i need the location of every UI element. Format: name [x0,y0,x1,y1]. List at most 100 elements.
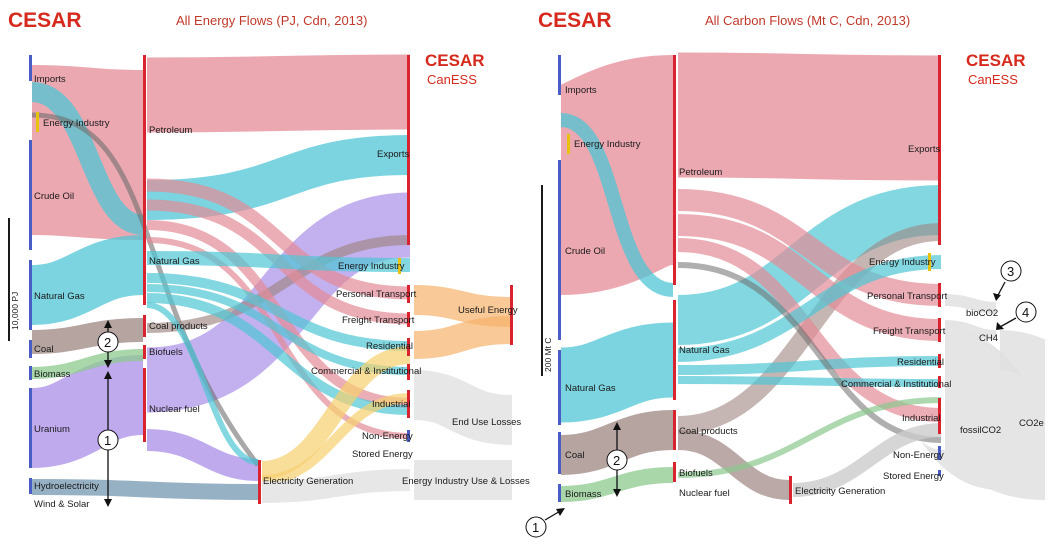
label-r-exports: Exports [908,144,940,155]
flow-r-elec-gases [792,423,942,497]
node-r-natgas-carrier-bar [673,300,676,400]
right-flows [555,52,1050,502]
node-r-elecgen-bar [789,476,792,504]
label-r-crude-oil: Crude Oil [565,246,605,257]
node-r-biofuels-bar [673,462,676,482]
node-elecgen-bar [258,460,261,504]
node-nuclear-bar [143,368,146,442]
flow-r-gas-commercial [677,376,942,387]
left-energy-sankey: CESAR All Energy Flows (PJ, Cdn, 2013) C… [8,9,530,510]
node-r-petroleum-bar [673,55,676,285]
label-crude-oil: Crude Oil [34,191,74,202]
label-coal-products: Coal products [149,321,208,332]
label-r-petroleum: Petroleum [679,167,722,178]
right-nodes [558,55,941,504]
flow-r-oil-petroleum [555,55,678,295]
label-natural-gas-src: Natural Gas [34,291,85,302]
node-r-imports-bar [558,55,561,95]
flow-r-grey-line [677,262,942,443]
label-r-coal: Coal [565,450,585,461]
right-scale-label: 200 Mt C [543,338,553,373]
flow-elec-losses [261,469,411,503]
left-diagram-title: All Energy Flows (PJ, Cdn, 2013) [176,13,367,28]
left-nodes [29,55,513,504]
label-biofuels: Biofuels [149,347,183,358]
node-r-commercial-bar [938,376,941,388]
node-nonenergy-bar [407,430,410,442]
node-r-coalproducts-bar [673,410,676,450]
label-r-non-energy: Non-Energy [893,450,944,461]
node-r-biomass-bar [558,484,561,502]
flow-r-gases-co2e [982,330,1050,500]
node-natgas-carrier-bar [143,235,146,305]
flow-gas-elec [146,302,259,465]
right-annotation-marker-3: 3 [993,260,1022,301]
flow-coal-coalproducts [31,318,144,354]
node-r-nonenergy-bar [938,446,941,460]
node-r-stored-bar [938,470,941,476]
label-petroleum: Petroleum [149,125,192,136]
node-hydro-bar [29,478,32,494]
node-biomass-bar [29,366,32,380]
flow-uranium-nuclear [29,355,145,468]
node-useful-bar [510,285,513,345]
label-ch4: CH4 [979,333,998,344]
label-r-energy-industry-src: Energy Industry [574,139,641,150]
flow-r-imports-gas [560,113,674,297]
flow-gas-industrial [146,293,411,415]
flow-gas-natgas [30,235,145,325]
left-marker-2-text: 2 [104,335,111,350]
right-cesar-logo: CESAR [966,51,1026,70]
flow-sectors-useful [413,285,513,327]
right-marker-1-text: 1 [532,520,539,535]
flow-petroleum-personal [146,178,411,300]
label-exports: Exports [377,149,409,160]
flow-r-coal-elec [677,430,790,500]
flow-r-coal-coalproducts [560,410,674,475]
label-r-nuclear-fuel: Nuclear fuel [679,488,730,499]
node-petroleum-bar [143,55,146,245]
label-co2e: CO2e [1019,418,1044,429]
right-scale-bar: 200 Mt C [541,185,553,376]
label-r-residential: Residential [897,357,944,368]
right-brand-logo: CESAR [538,9,612,32]
flow-gas-exports [146,135,411,220]
label-r-biomass: Biomass [565,489,602,500]
right-annotation-marker-4: 4 [996,301,1037,330]
node-r-crude-oil-bar [558,160,561,340]
flow-r-biofuels-transport [677,397,942,478]
flow-r-gas-natgas [559,322,675,423]
left-labels: Imports Energy Industry Crude Oil Natura… [34,74,530,510]
label-uranium: Uranium [34,424,70,435]
left-caness-logo: CanESS [427,72,477,87]
node-energyindustry-sink-bar [398,258,401,274]
label-energy-industry-src: Energy Industry [43,118,110,129]
flow-elec-sectors [261,346,411,479]
label-hydroelectricity: Hydroelectricity [34,481,99,492]
left-brand-logo: CESAR [8,9,82,32]
label-energy-industry-use-losses: Energy Industry Use & Losses [402,476,530,487]
node-biofuels-bar [143,345,146,359]
node-r-energy-industry-src-bar [567,134,570,154]
right-labels: Imports Energy Industry Crude Oil Natura… [565,85,1044,500]
label-commercial-institutional: Commercial & Institutional [311,366,421,377]
label-r-electricity-generation: Electricity Generation [795,486,885,497]
left-cesar-logo: CESAR [425,51,485,70]
label-r-industrial: Industrial [902,413,941,424]
left-flows [29,54,513,503]
flow-gas-energyindustry [146,251,411,272]
label-r-imports: Imports [565,85,597,96]
node-crude-oil-bar [29,140,32,250]
node-r-coal-bar [558,432,561,474]
flow-r-petroleum-freight [677,214,942,341]
label-non-energy: Non-Energy [362,431,413,442]
label-useful-energy: Useful Energy [458,305,518,316]
node-freight-bar [407,312,410,327]
label-electricity-generation: Electricity Generation [263,476,353,487]
label-r-commercial-institutional: Commercial & Institutional [841,379,951,390]
node-imports-bar [29,55,32,81]
label-r-biofuels: Biofuels [679,468,713,479]
right-marker-2-text: 2 [613,453,620,468]
label-bioco2: bioCO2 [966,308,998,319]
